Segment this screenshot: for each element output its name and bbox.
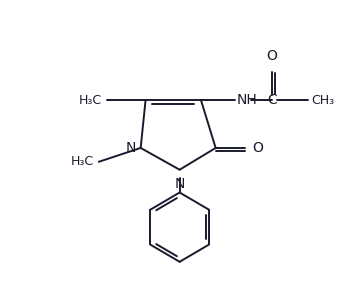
Text: O: O	[267, 49, 277, 63]
Text: NH: NH	[237, 93, 258, 108]
Text: N: N	[125, 141, 136, 155]
Text: N: N	[174, 177, 185, 191]
Text: CH₃: CH₃	[311, 94, 334, 107]
Text: C: C	[267, 93, 277, 108]
Text: H₃C: H₃C	[79, 94, 102, 107]
Text: H₃C: H₃C	[71, 155, 94, 168]
Text: O: O	[253, 141, 264, 155]
